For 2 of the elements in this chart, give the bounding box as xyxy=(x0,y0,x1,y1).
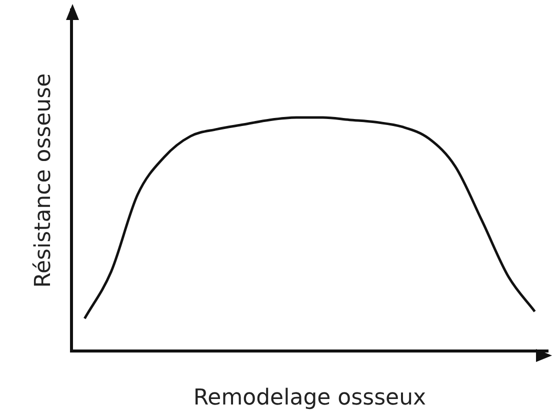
x-axis-title: Remodelage ossseux xyxy=(193,386,426,411)
y-axis-title: Résistance osseuse xyxy=(30,73,56,288)
